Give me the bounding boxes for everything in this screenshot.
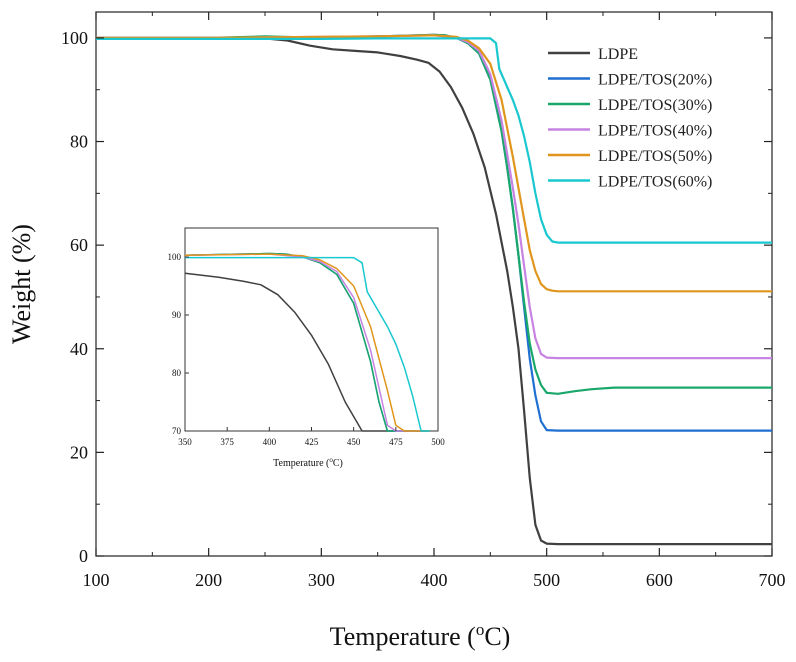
inset-y-tick-label: 70 (172, 426, 182, 436)
inset-axis-ticks: 350 375 400 425 450 475 500 70 80 90 100 (168, 252, 446, 447)
inset-series-line (185, 256, 430, 432)
inset-x-tick-label: 475 (389, 437, 403, 447)
main-series-group (96, 33, 772, 546)
x-tick-label: 300 (308, 570, 335, 590)
x-tick-label: 400 (421, 570, 448, 590)
inset-series-line (184, 253, 430, 432)
x-tick-label: 100 (83, 570, 110, 590)
y-tick-label: 100 (61, 28, 88, 48)
inset-x-axis-title-prefix: Temperature ( (273, 458, 330, 469)
y-axis-title: Weight (%) (7, 224, 36, 344)
legend: LDPE LDPE/TOS(20%) LDPE/TOS(30%) LDPE/TOS(4… (548, 46, 712, 191)
y-tick-label: 0 (79, 546, 88, 566)
inset-y-tick-label: 100 (168, 252, 182, 262)
inset-x-axis-title-suffix: C) (333, 458, 343, 469)
y-tick-label: 80 (70, 132, 88, 152)
legend-label: LDPE/TOS(50%) (598, 148, 712, 165)
x-axis-title-prefix: Temperature ( (330, 622, 476, 651)
x-tick-label: 600 (646, 570, 673, 590)
inset-x-tick-label: 350 (178, 437, 192, 447)
legend-label: LDPE/TOS(60%) (598, 174, 712, 191)
inset-x-tick-label: 375 (220, 437, 234, 447)
x-axis-title: Temperature (oC) (330, 620, 511, 651)
series-line (96, 37, 772, 244)
inset-x-tick-label: 450 (347, 437, 361, 447)
x-tick-label: 700 (759, 570, 786, 590)
x-axis-title-suffix: C) (484, 622, 510, 651)
inset-x-tick-label: 400 (263, 437, 277, 447)
series-line (96, 36, 772, 546)
y-tick-label: 40 (70, 339, 88, 359)
x-tick-label: 200 (195, 570, 222, 590)
inset-x-tick-label: 425 (305, 437, 319, 447)
inset-x-tick-label: 500 (431, 437, 445, 447)
series-line (96, 34, 772, 293)
inset-y-tick-label: 80 (172, 368, 182, 378)
inset-x-axis-title: Temperature (oC) (273, 456, 343, 469)
inset-y-tick-label: 90 (172, 310, 182, 320)
y-tick-label: 20 (70, 442, 88, 462)
x-axis-title-sup: o (476, 620, 485, 639)
inset-frame (184, 227, 439, 432)
legend-label: LDPE (598, 46, 638, 63)
inset-series-group (184, 252, 430, 432)
main-axis-ticks: 100 200 300 400 500 600 700 0 20 40 60 80 100 (61, 12, 786, 590)
y-tick-label: 60 (70, 235, 88, 255)
legend-label: LDPE/TOS(20%) (598, 72, 712, 89)
inset-x-axis-title-sup: o (329, 456, 333, 464)
legend-label: LDPE/TOS(40%) (598, 123, 712, 140)
legend-label: LDPE/TOS(30%) (598, 97, 712, 114)
x-tick-label: 500 (533, 570, 560, 590)
